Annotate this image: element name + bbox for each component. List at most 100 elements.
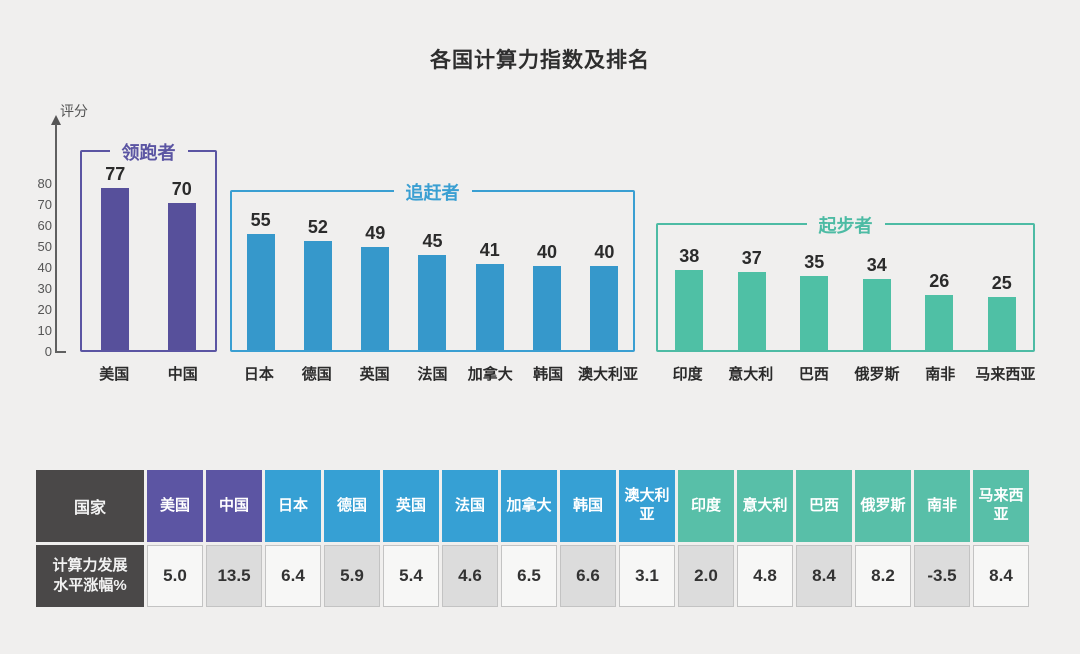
- group-box: 追赶者 55 52 49 45 41 40 40: [230, 179, 635, 352]
- bar: [987, 297, 1016, 350]
- bar-item: 37: [724, 248, 780, 350]
- table-country-header: 巴西: [796, 470, 852, 542]
- bar: [303, 241, 332, 350]
- table-value-cell: -3.5: [914, 545, 970, 607]
- bar-item: 70: [154, 179, 210, 350]
- table-value-cell: 4.8: [737, 545, 793, 607]
- bar: [862, 279, 891, 350]
- data-table: 国家 美国 中国 日本 德国 英国 法国 加拿大 韩国 澳大利亚 印度 意大利 巴西 俄罗斯 南非 马来西亚计…: [36, 470, 1029, 607]
- bar-item: 26: [911, 271, 967, 350]
- group-box: 起步者 38 37 35 34 26 25: [656, 212, 1035, 352]
- bar-value-label: 40: [594, 242, 615, 262]
- bar: [590, 266, 619, 350]
- x-axis-origin-tick: [55, 351, 66, 353]
- y-tick-label: 20: [37, 302, 52, 317]
- country-label: 巴西: [798, 366, 829, 383]
- bar-value-label: 52: [307, 217, 328, 237]
- table-country-header: 法国: [442, 470, 498, 542]
- bar-value-label: 34: [866, 255, 887, 275]
- table-country-header: 中国: [206, 470, 262, 542]
- bar-item: 25: [974, 273, 1030, 350]
- bar-item: 40: [576, 242, 632, 350]
- bar-value-label: 41: [479, 240, 500, 260]
- country-label: 美国: [99, 366, 130, 383]
- table-value-cell: 6.6: [560, 545, 616, 607]
- group-label: 追赶者: [393, 179, 472, 205]
- table-country-header: 日本: [265, 470, 321, 542]
- table-country-header: 南非: [914, 470, 970, 542]
- group-label: 起步者: [806, 212, 885, 238]
- table-value-cell: 6.5: [501, 545, 557, 607]
- y-tick-label: 80: [37, 176, 52, 191]
- y-axis-label: 评分: [60, 103, 88, 119]
- bar: [800, 276, 829, 350]
- bar: [101, 188, 130, 350]
- bar-value-label: 40: [537, 242, 558, 262]
- bar-item: 49: [347, 223, 403, 350]
- table-country-header: 印度: [678, 470, 734, 542]
- bar-item: 38: [661, 246, 717, 350]
- table-value-cell: 8.2: [855, 545, 911, 607]
- bar-value-label: 26: [929, 271, 950, 291]
- country-label: 韩国: [533, 366, 564, 383]
- table-value-cell: 8.4: [796, 545, 852, 607]
- bar-chart: 评分 80 70 60 50 40 30 20 10 0 领跑者 77 70 美国 中国 追赶者 55 52 4…: [37, 103, 1036, 384]
- bar-item: 45: [404, 231, 460, 350]
- table-country-header: 俄罗斯: [855, 470, 911, 542]
- table-value-cell: 13.5: [206, 545, 262, 607]
- bar-item: 41: [462, 240, 518, 350]
- table-value-cell: 5.4: [383, 545, 439, 607]
- y-tick-label: 40: [37, 260, 52, 275]
- bar-item: 77: [87, 164, 143, 350]
- bar-item: 52: [290, 217, 346, 350]
- bar-value-label: 38: [679, 246, 700, 266]
- bar: [675, 270, 704, 350]
- bar-value-label: 70: [171, 179, 192, 199]
- bar-item: 40: [519, 242, 575, 350]
- table-value-cell: 2.0: [678, 545, 734, 607]
- country-label: 中国: [167, 366, 198, 383]
- group-bars: 55 52 49 45 41 40 40: [232, 192, 633, 350]
- country-label: 马来西亚: [975, 366, 1036, 383]
- table-country-header: 意大利: [737, 470, 793, 542]
- country-label: 意大利: [728, 366, 774, 383]
- y-axis-arrow-icon: [51, 115, 61, 125]
- bar: [361, 247, 390, 350]
- y-tick-label: 50: [37, 239, 52, 254]
- table-value-cell: 4.6: [442, 545, 498, 607]
- table-value-cell: 6.4: [265, 545, 321, 607]
- bar-value-label: 49: [365, 223, 386, 243]
- bar: [925, 295, 954, 350]
- bar: [737, 272, 766, 350]
- table-country-header: 加拿大: [501, 470, 557, 542]
- country-label: 英国: [359, 366, 390, 383]
- bar: [418, 255, 447, 350]
- bar: [246, 234, 275, 350]
- group-box: 领跑者 77 70: [80, 139, 217, 352]
- bar: [167, 203, 196, 350]
- table-value-cell: 5.9: [324, 545, 380, 607]
- table-country-header: 马来西亚: [973, 470, 1029, 542]
- bar-value-label: 35: [804, 252, 825, 272]
- table-country-header: 英国: [383, 470, 439, 542]
- table-country-header: 德国: [324, 470, 380, 542]
- bar-value-label: 77: [105, 164, 126, 184]
- bar-value-label: 45: [422, 231, 443, 251]
- country-label: 印度: [672, 366, 703, 383]
- y-axis-line: [55, 124, 57, 352]
- bar-value-label: 37: [741, 248, 762, 268]
- category-labels: 日本 德国 英国 法国 加拿大 韩国 澳大利亚: [230, 363, 638, 384]
- table-value-cell: 5.0: [147, 545, 203, 607]
- bar-item: 35: [786, 252, 842, 350]
- country-label: 南非: [925, 366, 956, 383]
- country-label: 加拿大: [467, 366, 513, 383]
- bar-item: 55: [233, 210, 289, 350]
- group-bars: 77 70: [82, 152, 215, 350]
- category-labels: 美国 中国: [80, 363, 217, 384]
- table-value-cell: 3.1: [619, 545, 675, 607]
- category-labels: 印度 意大利 巴西 俄罗斯 南非 马来西亚: [656, 363, 1036, 384]
- bar-item: 34: [849, 255, 905, 350]
- group-bars: 38 37 35 34 26 25: [658, 225, 1033, 350]
- bar: [533, 266, 562, 350]
